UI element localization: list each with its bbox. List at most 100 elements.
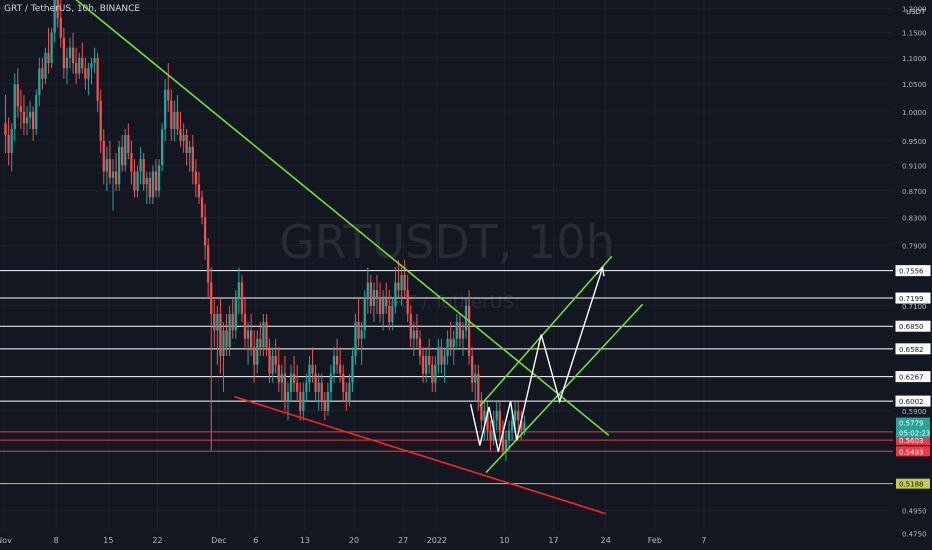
candle-154 <box>477 364 480 411</box>
candle-body <box>84 68 87 79</box>
candle-52 <box>164 78 167 141</box>
candle-69 <box>216 305 219 365</box>
x-axis-bg <box>0 530 932 550</box>
candle-body <box>440 347 443 365</box>
candle-body <box>504 440 508 451</box>
candle-59 <box>185 129 188 166</box>
candle-80 <box>250 313 253 356</box>
candle-body <box>348 382 351 402</box>
candle-127 <box>394 267 397 314</box>
candle-body <box>90 63 93 69</box>
candle-body <box>151 171 155 198</box>
candle-body <box>455 322 458 339</box>
candle-158 <box>489 420 492 451</box>
candle-134 <box>415 313 419 348</box>
candle-62 <box>194 159 198 198</box>
candle-body <box>219 313 222 356</box>
candle-149 <box>461 322 465 356</box>
candle-76 <box>237 267 240 314</box>
candle-body <box>523 422 526 431</box>
candle-86 <box>268 338 271 383</box>
level-tag-1-text: 0.7199 <box>899 295 924 303</box>
candle-3 <box>13 73 16 141</box>
current-price-tag-bg <box>896 417 930 438</box>
candle-body <box>32 111 35 130</box>
candle-body <box>53 0 56 33</box>
candle-body <box>354 322 357 356</box>
trendline-2[interactable] <box>479 255 613 407</box>
candle-79 <box>246 322 250 365</box>
candle-body <box>305 382 308 392</box>
candle-141 <box>437 338 440 374</box>
candle-body <box>246 330 250 339</box>
y-tick-label-5: 0.9500 <box>902 138 927 146</box>
level-tag-3-bg <box>895 343 931 355</box>
candle-body <box>81 57 84 69</box>
candle-98 <box>305 373 308 402</box>
trendline-1[interactable] <box>234 395 606 515</box>
level-tag-3-text: 0.6582 <box>899 346 924 354</box>
y-tick-label-12: 0.5900 <box>902 408 927 416</box>
candle-58 <box>182 123 185 153</box>
candle-body <box>44 52 47 79</box>
candle-129 <box>400 267 403 306</box>
candle-77 <box>240 274 244 323</box>
candle-body <box>311 364 314 374</box>
y-tick-label-13: 0.4950 <box>902 507 927 515</box>
candle-157 <box>486 401 489 441</box>
x-tick-label-5: 6 <box>253 536 258 545</box>
candle-body <box>400 274 403 291</box>
candle-115 <box>357 297 360 348</box>
candle-87 <box>271 347 274 383</box>
candle-43 <box>136 165 139 198</box>
candle-body <box>286 391 290 402</box>
trendline-0[interactable] <box>53 0 610 436</box>
candle-63 <box>197 171 201 204</box>
x-tick-label-1: 8 <box>54 536 59 545</box>
projection-path <box>469 265 605 452</box>
candle-99 <box>308 355 311 392</box>
candle-body <box>194 171 198 185</box>
candle-body <box>225 330 228 348</box>
candle-body <box>16 84 19 107</box>
candle-41 <box>130 140 133 185</box>
level-tag-9-text: 0.5188 <box>899 481 924 489</box>
candle-body <box>262 322 265 348</box>
candle-body <box>182 134 185 141</box>
candle-47 <box>148 171 151 204</box>
candle-body <box>458 322 462 339</box>
candle-body <box>332 355 336 374</box>
projection-polyline[interactable] <box>469 267 604 452</box>
x-tick-label-4: Dec <box>211 536 226 545</box>
candle-body <box>243 313 247 339</box>
candle-body <box>121 146 124 166</box>
candle-body <box>471 355 474 383</box>
candle-6 <box>22 95 26 135</box>
y-tick-label-4: 1.0000 <box>902 109 927 117</box>
candle-22 <box>71 32 75 74</box>
candle-131 <box>406 274 409 323</box>
candle-body <box>167 89 170 101</box>
candle-body <box>47 52 50 64</box>
candle-body <box>452 338 455 348</box>
level-tag-8-text: 0.5493 <box>899 448 924 456</box>
candle-50 <box>157 159 161 198</box>
candle-88 <box>274 338 277 374</box>
candle-144 <box>446 330 449 365</box>
candle-body <box>50 32 53 64</box>
candle-161 <box>498 401 501 441</box>
candle-body <box>517 410 520 421</box>
candle-68 <box>213 297 216 348</box>
candle-94 <box>292 355 296 392</box>
y-tick-label-9: 0.7900 <box>902 242 927 250</box>
candle-body <box>296 382 299 392</box>
candle-39 <box>124 129 127 172</box>
candle-body <box>7 134 10 153</box>
symbol-header: GRT / TetherUS, 10h, BINANCE <box>4 4 141 14</box>
candle-110 <box>342 364 345 402</box>
candle-body <box>68 47 72 58</box>
candle-body <box>280 373 283 383</box>
candle-95 <box>296 364 299 402</box>
candle-109 <box>339 347 342 383</box>
